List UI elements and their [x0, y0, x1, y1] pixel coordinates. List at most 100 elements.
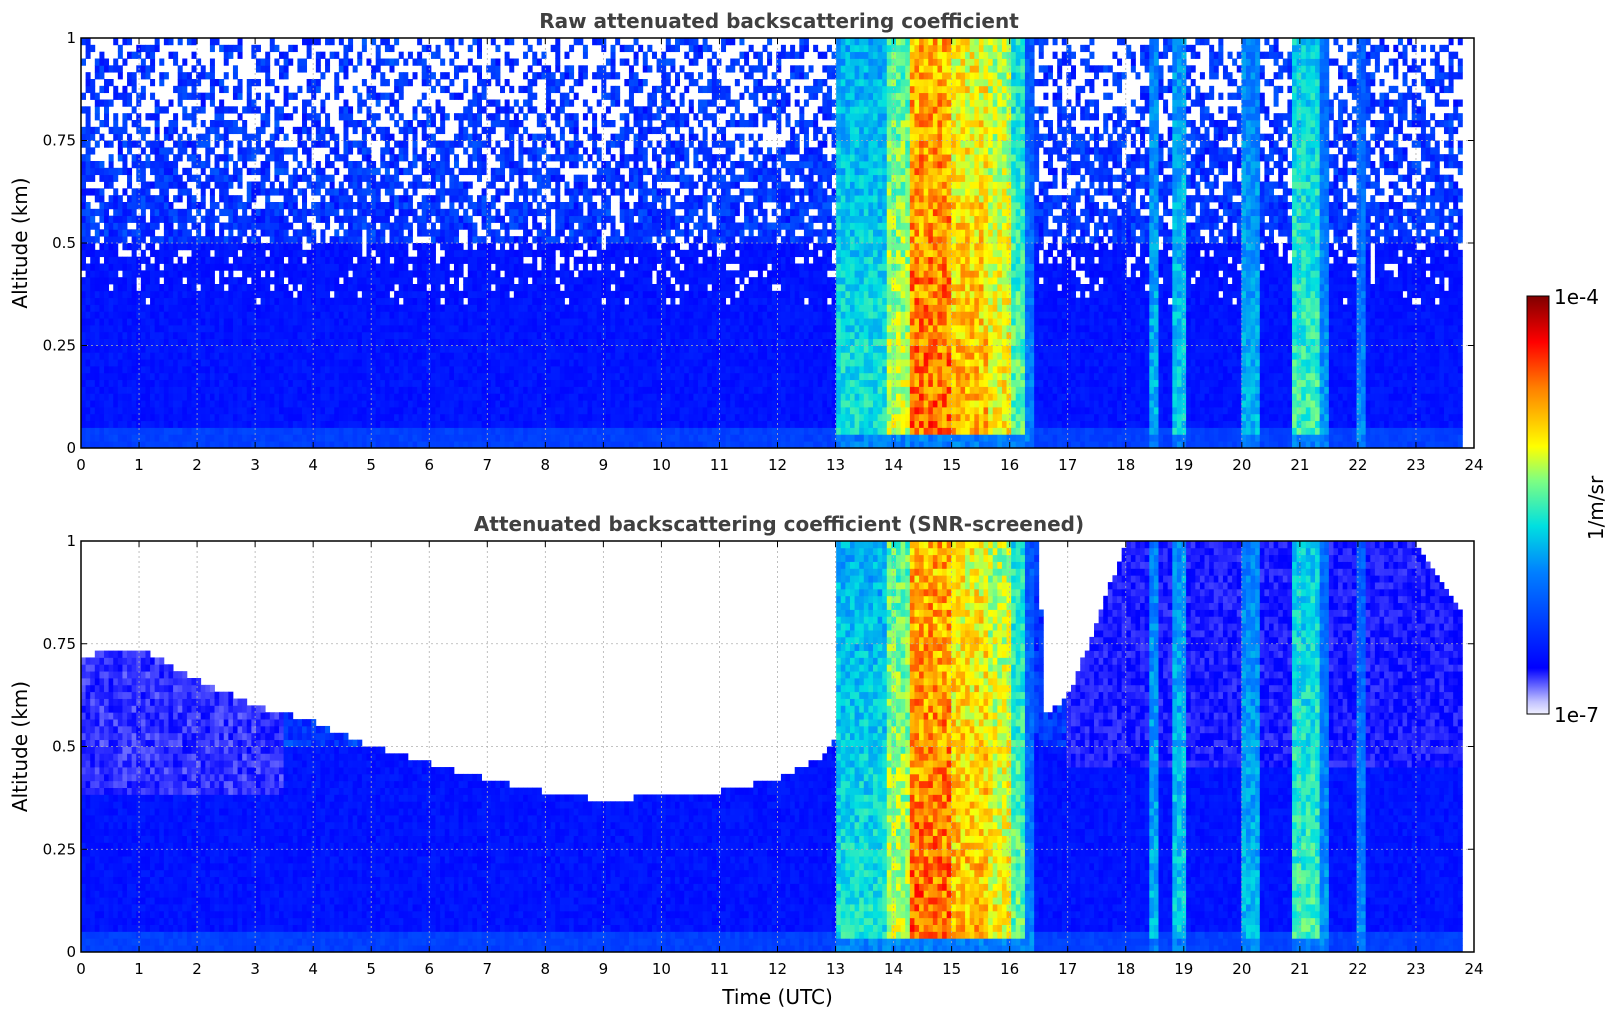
heatmap-cell: [177, 331, 183, 340]
heatmap-cell: [375, 270, 381, 278]
heatmap-cell: [113, 318, 119, 326]
heatmap-cell: [325, 393, 331, 401]
heatmap-cell: [177, 85, 183, 94]
heatmap-cell: [288, 290, 294, 299]
heatmap-cell: [458, 256, 464, 264]
heatmap-cell: [242, 325, 248, 333]
heatmap-cell: [509, 147, 515, 155]
heatmap-cell: [81, 154, 86, 162]
heatmap-cell: [113, 243, 119, 251]
heatmap-cell: [334, 400, 340, 408]
heatmap-cell: [495, 311, 501, 319]
heatmap-cell: [421, 311, 427, 319]
heatmap-cell: [292, 147, 298, 155]
heatmap-cell: [555, 325, 561, 333]
heatmap-cell: [490, 65, 496, 73]
heatmap-cell: [214, 256, 220, 264]
heatmap-cell: [559, 99, 565, 107]
heatmap-cell: [504, 222, 510, 230]
heatmap-cell: [159, 345, 165, 353]
heatmap-cell: [159, 352, 165, 360]
heatmap-cell: [85, 85, 91, 94]
heatmap-cell: [555, 167, 561, 176]
heatmap-cell: [81, 188, 86, 196]
heatmap-cell: [389, 222, 395, 230]
heatmap-cell: [242, 215, 248, 223]
heatmap-cell: [292, 167, 298, 176]
heatmap-cell: [113, 400, 119, 408]
heatmap-cell: [104, 427, 110, 435]
heatmap-cell: [380, 270, 386, 278]
heatmap-cell: [242, 208, 248, 217]
heatmap-cell: [90, 92, 96, 100]
heatmap-cell: [338, 113, 344, 121]
heatmap-cell: [477, 120, 482, 128]
heatmap-cell: [140, 393, 146, 401]
heatmap-cell: [453, 441, 459, 449]
heatmap-cell: [237, 44, 243, 53]
heatmap-cell: [504, 188, 510, 196]
heatmap-cell: [417, 366, 423, 374]
heatmap-cell: [145, 331, 151, 340]
heatmap-cell: [186, 277, 192, 285]
heatmap-cell: [366, 338, 372, 346]
heatmap-cell: [559, 352, 565, 360]
heatmap-cell: [449, 140, 455, 148]
heatmap-cell: [463, 167, 469, 176]
heatmap-cell: [361, 379, 367, 387]
heatmap-cell: [145, 188, 151, 196]
heatmap-cell: [81, 195, 86, 203]
heatmap-cell: [283, 215, 289, 223]
heatmap-cell: [329, 366, 335, 374]
heatmap-cell: [546, 345, 552, 353]
heatmap-cell: [315, 318, 321, 326]
heatmap-cell: [477, 277, 482, 285]
heatmap-cell: [550, 434, 556, 442]
heatmap-cell: [320, 202, 326, 210]
heatmap-cell: [426, 413, 432, 422]
heatmap-cell: [518, 208, 524, 217]
heatmap-cell: [440, 222, 446, 230]
heatmap-cell: [113, 413, 119, 422]
heatmap-cell: [500, 393, 506, 401]
heatmap-cell: [398, 318, 404, 326]
heatmap-cell: [449, 208, 455, 217]
heatmap-cell: [338, 236, 344, 244]
heatmap-cell: [426, 352, 432, 360]
heatmap-cell: [288, 58, 294, 66]
heatmap-cell: [297, 379, 303, 387]
heatmap-cell: [569, 420, 575, 428]
heatmap-cell: [311, 318, 317, 326]
heatmap-cell: [127, 352, 133, 360]
heatmap-cell: [532, 140, 538, 148]
heatmap-cell: [348, 284, 354, 292]
heatmap-cell: [325, 243, 331, 251]
heatmap-cell: [384, 44, 390, 53]
heatmap-cell: [150, 161, 156, 169]
heatmap-cell: [186, 393, 192, 401]
heatmap-cell: [481, 202, 487, 210]
heatmap-cell: [251, 147, 257, 155]
heatmap-cell: [555, 154, 561, 162]
heatmap-cell: [108, 154, 114, 162]
heatmap-cell: [366, 256, 372, 264]
heatmap-cell: [334, 79, 340, 87]
heatmap-cell: [412, 181, 418, 189]
heatmap-cell: [159, 270, 165, 278]
heatmap-cell: [440, 393, 446, 401]
heatmap-cell: [421, 120, 427, 128]
heatmap-cell: [334, 284, 340, 292]
heatmap-cell: [159, 79, 165, 87]
heatmap-cell: [472, 249, 478, 258]
heatmap-cell: [159, 195, 165, 203]
heatmap-cell: [85, 379, 91, 387]
heatmap-cell: [113, 229, 119, 237]
heatmap-cell: [191, 79, 197, 87]
heatmap-cell: [329, 420, 335, 428]
heatmap-cell: [403, 386, 409, 394]
heatmap-cell: [490, 304, 496, 312]
heatmap-cell: [251, 133, 257, 141]
heatmap-cell: [265, 222, 271, 230]
heatmap-cell: [527, 106, 533, 114]
heatmap-cell: [108, 413, 114, 422]
